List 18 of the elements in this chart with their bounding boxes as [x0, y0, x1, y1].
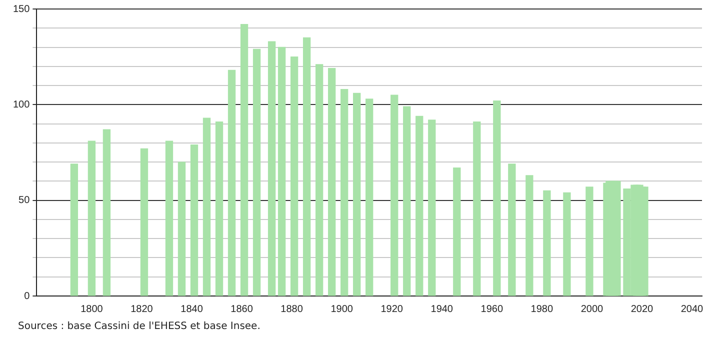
x-tick-label: 1920: [380, 304, 404, 315]
y-tick-label: 50: [18, 195, 30, 206]
x-tick-label: 1840: [180, 304, 204, 315]
x-tick-label: 1900: [330, 304, 354, 315]
y-tick-label: 150: [12, 4, 30, 15]
y-tick-label: 100: [12, 99, 30, 110]
x-tick-label: 1980: [530, 304, 554, 315]
y-tick-label: 0: [24, 290, 30, 302]
x-tick-label: 1820: [130, 304, 154, 315]
x-tick-label: 1940: [430, 304, 454, 315]
x-tick-label: 1800: [80, 304, 104, 315]
x-tick-label: 2020: [630, 304, 654, 315]
x-tick-label: 1860: [230, 304, 254, 315]
source-note: Sources : base Cassini de l'EHESS et base Insee.: [18, 321, 260, 332]
x-tick-label: 2000: [580, 304, 604, 315]
x-tick-label: 2040: [680, 304, 704, 315]
x-tick-label: 1880: [280, 304, 304, 315]
x-tick-label: 1960: [480, 304, 504, 315]
